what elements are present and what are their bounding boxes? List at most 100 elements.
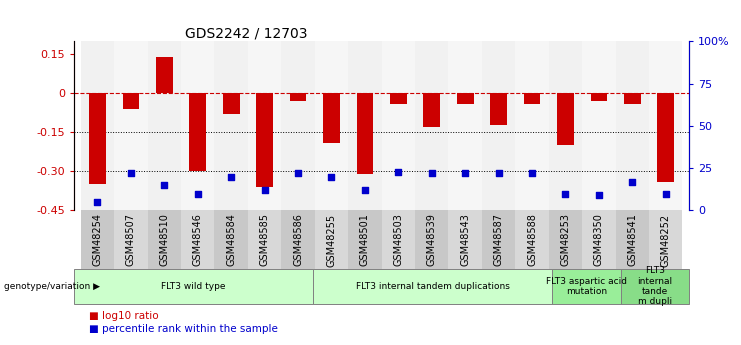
Bar bbox=[81, 41, 114, 210]
Bar bbox=[282, 210, 315, 269]
Bar bbox=[616, 41, 649, 210]
Text: ■ log10 ratio: ■ log10 ratio bbox=[89, 311, 159, 321]
Text: FLT3 wild type: FLT3 wild type bbox=[162, 282, 226, 291]
Text: GSM48254: GSM48254 bbox=[93, 213, 102, 266]
Bar bbox=[147, 210, 181, 269]
Text: FLT3 aspartic acid
mutation: FLT3 aspartic acid mutation bbox=[546, 277, 627, 296]
Text: GSM48252: GSM48252 bbox=[661, 213, 671, 266]
Bar bbox=[348, 41, 382, 210]
Text: GSM48586: GSM48586 bbox=[293, 213, 303, 266]
Point bbox=[659, 191, 671, 196]
Text: FLT3
internal
tande
m dupli: FLT3 internal tande m dupli bbox=[637, 266, 673, 306]
Bar bbox=[248, 210, 282, 269]
Point bbox=[593, 193, 605, 198]
Text: GSM48253: GSM48253 bbox=[560, 213, 571, 266]
Bar bbox=[549, 210, 582, 269]
Text: GSM48543: GSM48543 bbox=[460, 213, 471, 266]
Text: GSM48585: GSM48585 bbox=[259, 213, 270, 266]
Bar bbox=[315, 210, 348, 269]
Bar bbox=[456, 93, 473, 104]
Bar bbox=[582, 41, 616, 210]
Bar bbox=[616, 210, 649, 269]
Bar bbox=[256, 93, 273, 187]
Bar bbox=[423, 93, 440, 127]
Text: GSM48539: GSM48539 bbox=[427, 213, 436, 266]
Bar bbox=[553, 269, 621, 304]
Bar bbox=[415, 41, 448, 210]
Bar bbox=[448, 210, 482, 269]
Point bbox=[292, 170, 304, 176]
Text: GDS2242 / 12703: GDS2242 / 12703 bbox=[185, 26, 308, 40]
Bar bbox=[214, 210, 248, 269]
Bar bbox=[382, 41, 415, 210]
Bar bbox=[181, 41, 214, 210]
Point bbox=[259, 187, 270, 193]
Bar bbox=[549, 41, 582, 210]
Point bbox=[192, 191, 204, 196]
Text: GSM48507: GSM48507 bbox=[126, 213, 136, 266]
Bar bbox=[114, 41, 147, 210]
Text: GSM48588: GSM48588 bbox=[527, 213, 537, 266]
Bar bbox=[147, 41, 181, 210]
Bar bbox=[482, 210, 515, 269]
Point bbox=[393, 169, 405, 174]
Point bbox=[459, 170, 471, 176]
Bar bbox=[190, 93, 206, 171]
Text: GSM48541: GSM48541 bbox=[628, 213, 637, 266]
Text: GSM48546: GSM48546 bbox=[193, 213, 203, 266]
Bar bbox=[515, 41, 549, 210]
Point bbox=[159, 182, 170, 188]
Bar bbox=[348, 210, 382, 269]
Bar bbox=[313, 269, 553, 304]
Point bbox=[92, 199, 104, 205]
Bar bbox=[89, 93, 106, 185]
Bar bbox=[482, 41, 515, 210]
Bar bbox=[524, 93, 540, 104]
Point bbox=[225, 174, 237, 179]
Text: GSM48255: GSM48255 bbox=[327, 213, 336, 266]
Bar bbox=[448, 41, 482, 210]
Bar bbox=[122, 93, 139, 109]
Text: GSM48503: GSM48503 bbox=[393, 213, 403, 266]
Text: GSM48501: GSM48501 bbox=[360, 213, 370, 266]
Text: GSM48584: GSM48584 bbox=[226, 213, 236, 266]
Text: GSM48350: GSM48350 bbox=[594, 213, 604, 266]
Bar bbox=[415, 210, 448, 269]
Bar bbox=[282, 41, 315, 210]
Text: genotype/variation ▶: genotype/variation ▶ bbox=[4, 282, 100, 291]
Bar bbox=[390, 93, 407, 104]
Bar bbox=[81, 210, 114, 269]
Bar bbox=[214, 41, 248, 210]
Bar bbox=[382, 210, 415, 269]
Point bbox=[426, 170, 438, 176]
Text: ■ percentile rank within the sample: ■ percentile rank within the sample bbox=[89, 325, 278, 334]
Bar bbox=[290, 93, 307, 101]
Text: FLT3 internal tandem duplications: FLT3 internal tandem duplications bbox=[356, 282, 510, 291]
Point bbox=[559, 191, 571, 196]
Point bbox=[626, 179, 638, 185]
Bar bbox=[649, 210, 682, 269]
Bar bbox=[156, 57, 173, 93]
Bar bbox=[491, 93, 507, 125]
Point bbox=[325, 174, 337, 179]
Bar bbox=[181, 210, 214, 269]
Bar bbox=[74, 269, 313, 304]
Bar bbox=[624, 93, 641, 104]
Point bbox=[493, 170, 505, 176]
Bar bbox=[248, 41, 282, 210]
Bar bbox=[515, 210, 549, 269]
Point bbox=[359, 187, 370, 193]
Text: GSM48587: GSM48587 bbox=[494, 213, 504, 266]
Bar bbox=[223, 93, 239, 114]
Point bbox=[526, 170, 538, 176]
Bar bbox=[621, 269, 689, 304]
Bar bbox=[557, 93, 574, 146]
Bar bbox=[315, 41, 348, 210]
Bar bbox=[582, 210, 616, 269]
Bar bbox=[657, 93, 674, 182]
Bar bbox=[591, 93, 607, 101]
Point bbox=[125, 170, 137, 176]
Bar bbox=[356, 93, 373, 174]
Bar bbox=[649, 41, 682, 210]
Bar bbox=[323, 93, 340, 143]
